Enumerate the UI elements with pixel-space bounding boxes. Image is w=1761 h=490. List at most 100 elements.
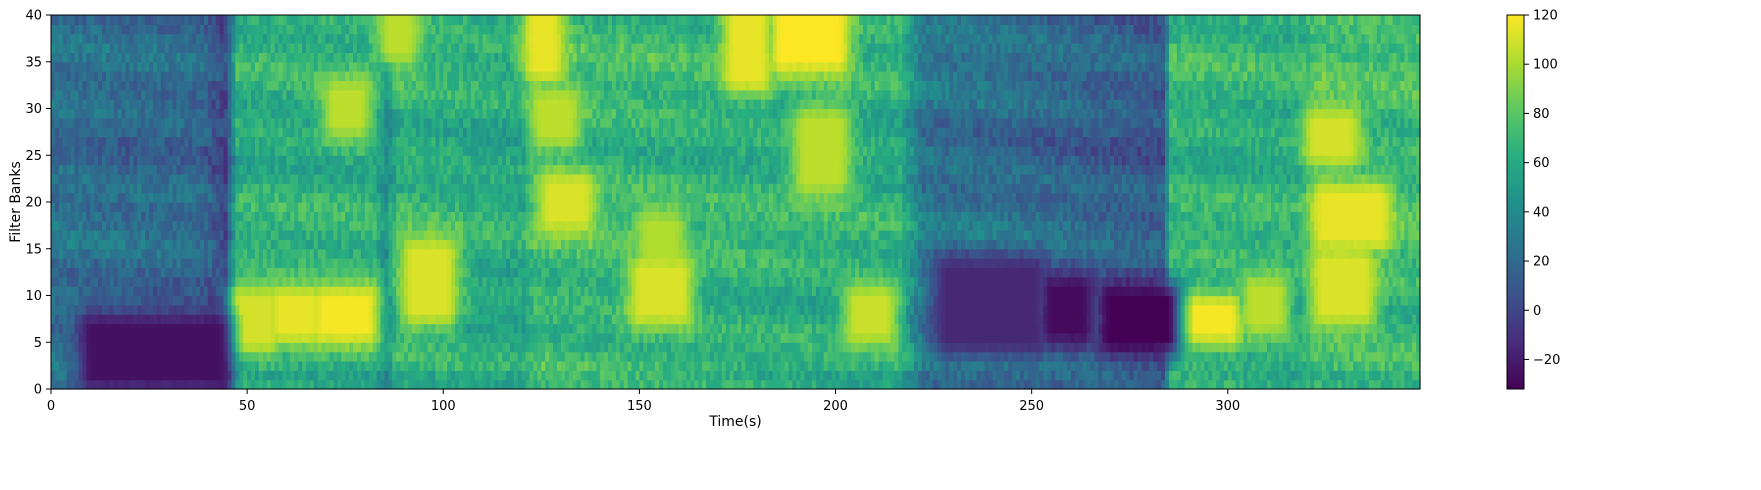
heatmap-cell (419, 379, 425, 390)
heatmap-cell (274, 370, 280, 381)
heatmap-cell (506, 108, 511, 119)
heatmap-cell (282, 80, 287, 91)
heatmap-cell (62, 89, 68, 100)
heatmap-cell (101, 267, 107, 278)
heatmap-cell (278, 173, 284, 184)
heatmap-cell (341, 267, 346, 278)
heatmap-cell (129, 127, 134, 138)
heatmap-cell (160, 220, 166, 231)
heatmap-cell (356, 267, 362, 278)
heatmap-cell (329, 89, 335, 100)
heatmap-cell (94, 52, 99, 63)
heatmap-cell (502, 24, 507, 35)
heatmap-cell (392, 43, 397, 53)
heatmap-cell (164, 136, 170, 147)
heatmap-cell (109, 267, 115, 278)
heatmap-cell (188, 360, 193, 371)
heatmap-cell (141, 258, 146, 269)
heatmap-cell (58, 192, 64, 203)
heatmap-cell (129, 99, 134, 110)
heatmap-cell (141, 360, 146, 371)
heatmap-cell (392, 351, 397, 362)
heatmap-cell (435, 230, 440, 240)
heatmap-cell (400, 127, 405, 138)
heatmap-cell (427, 230, 433, 240)
heatmap-cell (435, 183, 440, 194)
heatmap-cell (482, 99, 488, 110)
heatmap-cell (58, 258, 64, 269)
heatmap-cell (266, 52, 272, 63)
heatmap-cell (235, 351, 240, 362)
heatmap-cell (90, 351, 95, 362)
heatmap-cell (364, 230, 370, 240)
heatmap-cell (494, 267, 499, 278)
heatmap-cell (380, 127, 386, 138)
heatmap-cell (423, 314, 429, 325)
heatmap-cell (435, 248, 440, 259)
heatmap-cell (431, 248, 437, 259)
heatmap-cell (400, 360, 405, 371)
heatmap-cell (419, 127, 425, 138)
heatmap-cell (302, 379, 307, 390)
heatmap-cell (407, 220, 413, 231)
heatmap-cell (101, 99, 107, 110)
heatmap-cell (537, 314, 542, 325)
heatmap-cell (431, 276, 437, 287)
heatmap-cell (207, 332, 213, 343)
heatmap-cell (498, 89, 503, 100)
heatmap-cell (223, 211, 229, 222)
heatmap-cell (506, 276, 511, 287)
heatmap-cell (400, 211, 405, 222)
heatmap-cell (164, 379, 170, 390)
heatmap-cell (498, 295, 503, 306)
heatmap-cell (86, 286, 91, 297)
heatmap-cell (486, 183, 491, 194)
heatmap-cell (353, 267, 358, 278)
heatmap-cell (152, 276, 158, 287)
heatmap-cell (423, 276, 429, 287)
heatmap-cell (219, 127, 225, 138)
heatmap-cell (388, 145, 393, 156)
heatmap-cell (152, 286, 158, 297)
heatmap-cell (149, 61, 154, 72)
heatmap-cell (86, 71, 91, 82)
heatmap-cell (286, 323, 291, 334)
heatmap-cell (74, 71, 80, 82)
heatmap-cell (313, 71, 319, 82)
heatmap-cell (227, 24, 233, 35)
heatmap-cell (455, 202, 460, 212)
heatmap-cell (251, 351, 256, 362)
heatmap-cell (353, 314, 358, 325)
heatmap-cell (54, 239, 60, 250)
heatmap-cell (419, 295, 425, 306)
heatmap-cell (286, 99, 291, 110)
heatmap-cell (356, 342, 362, 353)
heatmap-cell (168, 192, 174, 203)
heatmap-cell (349, 276, 354, 287)
heatmap-cell (309, 164, 315, 175)
heatmap-cell (466, 248, 472, 259)
heatmap-cell (396, 24, 401, 35)
heatmap-cell (392, 286, 397, 297)
heatmap-cell (180, 61, 185, 72)
heatmap-cell (368, 80, 374, 91)
heatmap-cell (78, 258, 83, 269)
heatmap-cell (298, 220, 303, 231)
heatmap-cell (176, 117, 182, 128)
heatmap-cell (54, 304, 60, 315)
heatmap-cell (470, 258, 476, 269)
heatmap-cell (74, 108, 80, 119)
heatmap-cell (90, 127, 95, 138)
heatmap-cell (517, 314, 523, 325)
heatmap-cell (152, 80, 158, 91)
heatmap-cell (455, 89, 460, 100)
heatmap-cell (94, 304, 99, 315)
heatmap-cell (498, 370, 503, 381)
heatmap-cell (203, 61, 209, 72)
heatmap-cell (525, 276, 531, 287)
heatmap-cell (380, 314, 386, 325)
heatmap-cell (396, 230, 401, 240)
heatmap-cell (211, 15, 217, 25)
heatmap-cell (141, 342, 146, 353)
heatmap-cell (529, 145, 535, 156)
